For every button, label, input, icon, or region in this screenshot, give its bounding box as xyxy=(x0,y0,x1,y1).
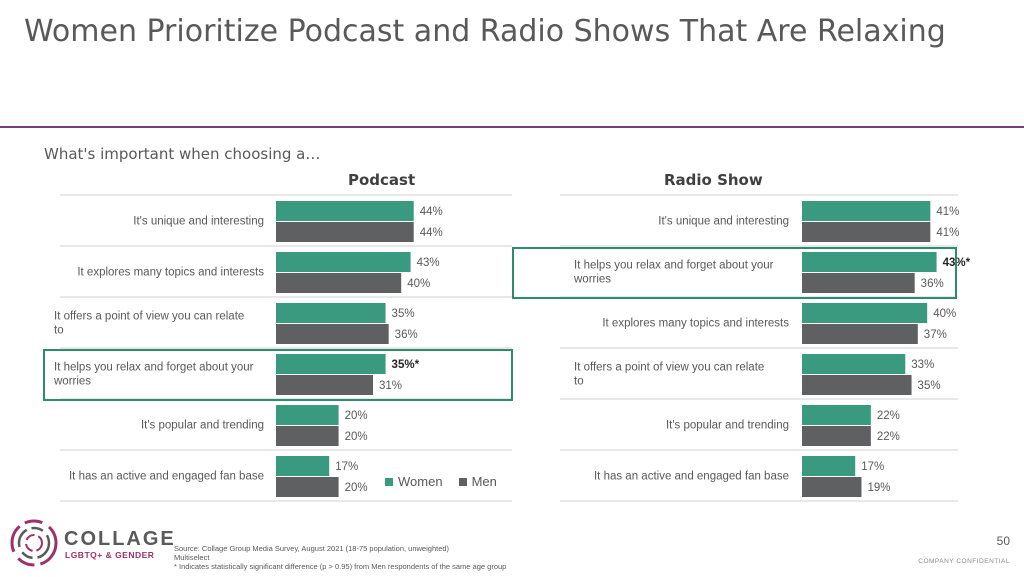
radio-bar-women xyxy=(802,201,931,221)
radio-data-label-men: 19% xyxy=(867,482,890,494)
podcast-data-label-men: 20% xyxy=(345,482,368,494)
radio-data-label-men: 41% xyxy=(936,227,959,239)
podcast-data-label-women: 35% xyxy=(392,308,415,320)
podcast-bar-women xyxy=(276,252,411,272)
podcast-category-label: It's popular and trending xyxy=(141,420,264,432)
legend-swatch-men xyxy=(458,477,467,486)
podcast-data-label-women: 20% xyxy=(345,410,368,422)
chart-subtitle: What's important when choosing a… xyxy=(44,145,321,163)
podcast-bar-men xyxy=(276,273,402,293)
podcast-bar-women xyxy=(276,354,386,374)
radio-highlight-box xyxy=(512,247,957,299)
podcast-data-label-women: 44% xyxy=(420,206,443,218)
podcast-data-label-women: 35%* xyxy=(392,359,420,371)
radio-bar-men xyxy=(802,426,871,446)
radio-data-label-women: 22% xyxy=(877,410,900,422)
radio-bar-men xyxy=(802,477,862,497)
podcast-bar-women xyxy=(276,456,330,476)
radio-bar-women xyxy=(802,405,871,425)
podcast-bar-women xyxy=(276,303,386,323)
legend-item-men: Men xyxy=(458,474,497,489)
logo-wordmark: COLLAGE xyxy=(64,528,176,550)
radio-data-label-men: 35% xyxy=(918,380,941,392)
title-divider xyxy=(0,126,1024,128)
footer-source: Source: Collage Group Media Survey, Augu… xyxy=(174,544,450,553)
legend-item-women: Women xyxy=(385,474,443,489)
radio-bar-women xyxy=(802,252,937,272)
radio-data-label-women: 41% xyxy=(936,206,959,218)
radio-bar-men xyxy=(802,222,931,242)
podcast-data-label-men: 44% xyxy=(420,227,443,239)
radio-bar-women xyxy=(802,354,906,374)
radio-bar-women xyxy=(802,456,856,476)
legend-swatch-women xyxy=(385,477,393,486)
radio-bar-men xyxy=(802,375,912,395)
podcast-data-label-men: 31% xyxy=(379,380,402,392)
podcast-category-label: It explores many topics and interests xyxy=(77,267,264,279)
podcast-category-label: It's unique and interesting xyxy=(133,216,264,228)
podcast-bar-women xyxy=(276,201,414,221)
radio-data-label-women: 17% xyxy=(861,461,884,473)
podcast-category-label: It has an active and engaged fan base xyxy=(69,471,264,483)
podcast-highlight-box xyxy=(43,349,513,401)
podcast-data-label-men: 20% xyxy=(345,431,368,443)
collage-logo-mark-icon xyxy=(10,519,58,567)
radio-category-label: It explores many topics and interests xyxy=(602,318,789,330)
radio-bar-men xyxy=(802,324,918,344)
legend-label-men: Men xyxy=(471,474,497,489)
page-number: 50 xyxy=(996,534,1010,548)
radio-category-label: It's unique and interesting xyxy=(658,216,789,228)
radio-data-label-men: 36% xyxy=(921,278,944,290)
page-title: Women Prioritize Podcast and Radio Shows… xyxy=(24,14,946,49)
radio-data-label-women: 40% xyxy=(933,308,956,320)
radio-bar-men xyxy=(802,273,915,293)
collage-logo: COLLAGE LGBTQ+ & GENDER xyxy=(8,514,174,574)
radio-data-label-men: 22% xyxy=(877,431,900,443)
podcast-bar-women xyxy=(276,405,339,425)
confidential-label: COMPANY CONFIDENTIAL xyxy=(918,558,1010,565)
footer-notes: Source: Collage Group Media Survey, Augu… xyxy=(174,544,506,571)
podcast-bar-men xyxy=(276,324,389,344)
radio-category-label: It has an active and engaged fan base xyxy=(594,471,789,483)
logo-subtitle: LGBTQ+ & GENDER xyxy=(65,550,155,560)
podcast-data-label-women: 43% xyxy=(417,257,440,269)
podcast-bar-men xyxy=(276,426,339,446)
footer-multiselect: Multiselect xyxy=(174,553,210,562)
legend-label-women: Women xyxy=(398,474,443,489)
radio-chart-title: Radio Show xyxy=(664,171,763,189)
radio-data-label-men: 37% xyxy=(924,329,947,341)
podcast-bar-men xyxy=(276,222,414,242)
podcast-chart-title: Podcast xyxy=(348,171,416,189)
podcast-data-label-men: 36% xyxy=(395,329,418,341)
podcast-category-label: It helps you relax and forget about your… xyxy=(53,362,254,388)
radio-category-label: It helps you relax and forget about your… xyxy=(573,260,774,286)
radio-category-label: It offers a point of view you can relate… xyxy=(574,362,764,388)
podcast-data-label-men: 40% xyxy=(407,278,430,290)
podcast-data-label-women: 17% xyxy=(335,461,358,473)
podcast-bar-men xyxy=(276,477,339,497)
radio-category-label: It's popular and trending xyxy=(666,420,789,432)
podcast-bar-men xyxy=(276,375,374,395)
radio-bar-women xyxy=(802,303,928,323)
podcast-category-label: It offers a point of view you can relate… xyxy=(54,311,244,337)
radio-data-label-women: 33% xyxy=(911,359,934,371)
chart-legend: Women Men xyxy=(385,474,497,489)
footer-significance-note: * Indicates statistically significant di… xyxy=(174,562,507,571)
